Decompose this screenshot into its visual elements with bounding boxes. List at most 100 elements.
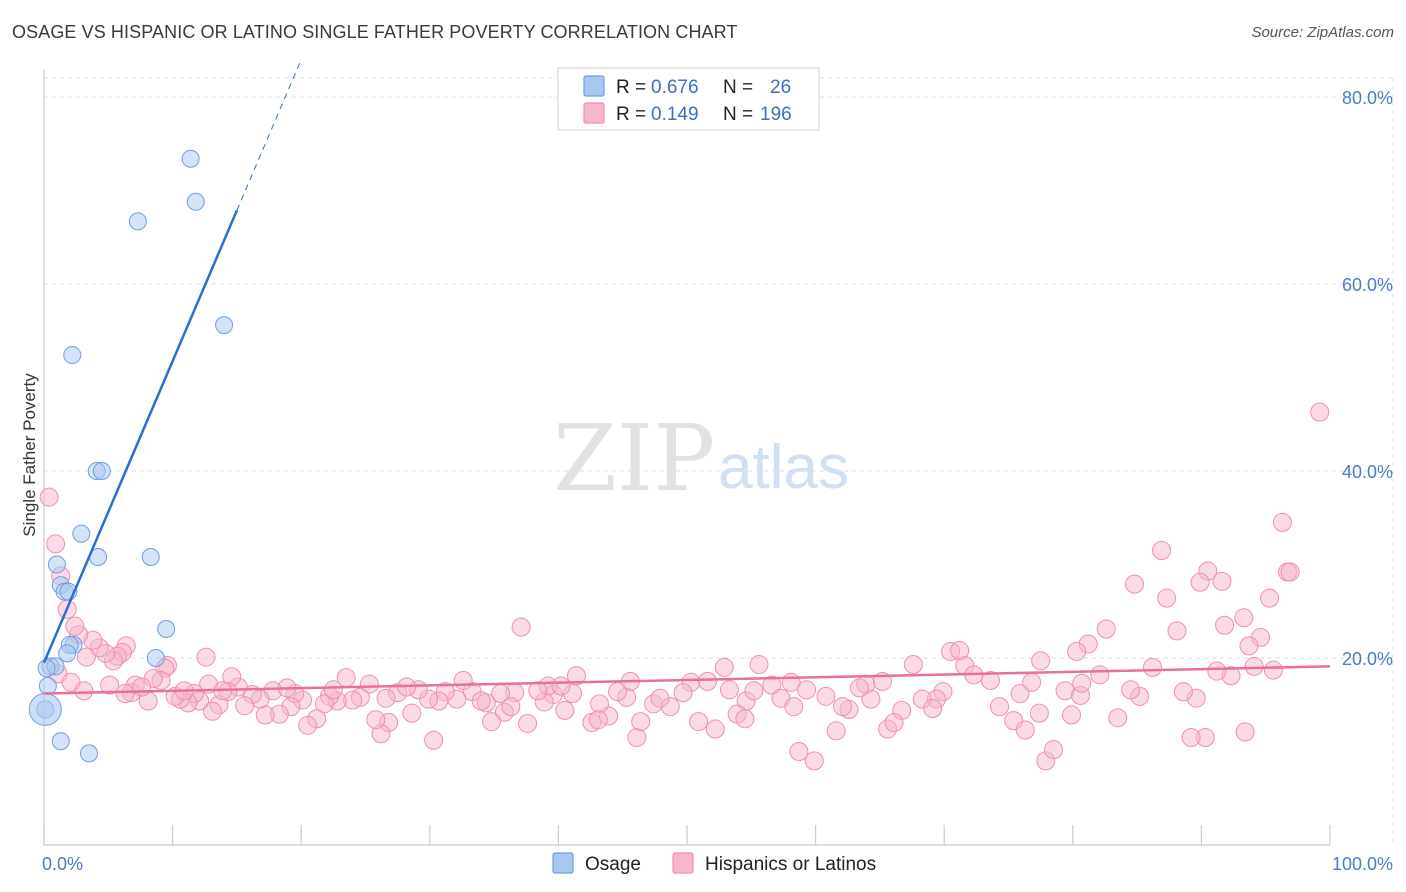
hispanic-point xyxy=(518,713,538,733)
legend-n-value-hisp: 196 xyxy=(760,104,792,125)
hispanic-point xyxy=(923,698,943,718)
osage-point xyxy=(38,677,57,696)
hispanic-point xyxy=(1263,660,1283,680)
hispanic-point xyxy=(1234,608,1254,628)
hispanic-point xyxy=(424,730,444,750)
hispanic-point xyxy=(762,675,782,695)
hispanic-point xyxy=(1067,641,1087,661)
hispanic-point xyxy=(884,713,904,733)
hispanic-point xyxy=(501,697,521,717)
hispanic-point xyxy=(566,666,586,686)
hispanic-point xyxy=(627,727,647,747)
hispanic-point xyxy=(903,655,923,675)
bottom-legend-label-hisp: Hispanics or Latinos xyxy=(705,854,876,875)
axes xyxy=(43,70,1331,846)
hispanic-point xyxy=(376,688,396,708)
hispanic-point xyxy=(1090,665,1110,685)
hispanic-points xyxy=(39,402,1330,771)
legend-swatch-osage xyxy=(583,75,605,97)
legend-r-label-hisp: R = xyxy=(616,104,646,125)
osage-point xyxy=(157,620,176,639)
osage-point xyxy=(63,346,82,365)
watermark-atlas: atlas xyxy=(718,433,849,502)
hispanic-point xyxy=(719,680,739,700)
y-tick-labels: 20.0% 40.0% 60.0% 80.0% xyxy=(1342,88,1393,669)
hispanic-point xyxy=(471,691,491,711)
osage-point-large xyxy=(28,692,62,726)
hispanic-point xyxy=(453,670,473,690)
hispanic-point xyxy=(46,534,66,554)
bottom-legend: Osage Hispanics or Latinos xyxy=(552,852,876,875)
osage-point xyxy=(128,212,147,231)
hispanic-point xyxy=(631,712,651,732)
osage-trend-line xyxy=(42,209,239,664)
hispanic-point xyxy=(1072,673,1092,693)
legend-r-label-osage: R = xyxy=(616,77,646,98)
osage-point xyxy=(80,744,99,763)
hispanic-point xyxy=(749,655,769,675)
hispanic-point xyxy=(196,647,216,667)
hispanic-point xyxy=(115,684,135,704)
hispanic-point xyxy=(1044,740,1064,760)
osage-point xyxy=(92,462,111,480)
hispanic-point xyxy=(1190,572,1210,592)
hispanic-point xyxy=(235,696,255,716)
hispanic-point xyxy=(1235,722,1255,742)
hispanic-point xyxy=(528,681,548,701)
hispanic-point xyxy=(789,742,809,761)
hispanic-point xyxy=(689,712,709,732)
hispanic-point xyxy=(74,681,94,701)
hispanic-point xyxy=(323,680,343,700)
hispanic-point xyxy=(1096,619,1116,639)
hispanic-point xyxy=(744,681,764,701)
hispanic-point xyxy=(1310,402,1330,422)
osage-point xyxy=(58,644,77,663)
hispanic-point xyxy=(1125,574,1145,594)
hispanic-point xyxy=(1143,657,1163,677)
hispanic-point xyxy=(482,712,502,732)
hispanic-point xyxy=(1167,621,1187,641)
x-tick-label: 0.0% xyxy=(42,854,83,874)
hispanic-point xyxy=(1215,615,1235,635)
legend: R = 0.676 N = 26 R = 0.149 N = 196 xyxy=(557,67,820,131)
y-tick-label: 60.0% xyxy=(1342,275,1393,295)
hispanic-point xyxy=(1015,720,1035,740)
bottom-legend-swatch-hisp xyxy=(672,852,694,874)
x-tick-label: 100.0% xyxy=(1332,854,1393,874)
hispanic-point xyxy=(511,617,531,637)
osage-point xyxy=(47,555,66,574)
osage-point xyxy=(215,316,234,335)
legend-r-value-hisp: 0.149 xyxy=(651,104,699,125)
hispanic-point xyxy=(314,694,334,714)
osage-point xyxy=(72,524,91,543)
hispanic-point xyxy=(849,678,869,698)
hispanic-point xyxy=(735,709,755,729)
hispanic-point xyxy=(705,719,725,739)
hispanic-point xyxy=(1244,656,1264,676)
hispanic-point xyxy=(255,705,275,725)
hispanic-point xyxy=(132,677,152,697)
watermark-zip: ZIP xyxy=(553,405,715,512)
legend-n-value-osage: 26 xyxy=(770,77,791,98)
hispanic-point xyxy=(1260,588,1280,608)
hispanic-point xyxy=(1181,727,1201,747)
osage-points xyxy=(28,149,234,763)
chart-title: OSAGE VS HISPANIC OR LATINO SINGLE FATHE… xyxy=(12,22,738,42)
hispanic-point xyxy=(1031,651,1051,671)
hispanic-point xyxy=(555,700,575,720)
source-label: Source: ZipAtlas.com xyxy=(1251,24,1394,41)
hispanic-point xyxy=(366,710,386,730)
legend-r-value-osage: 0.676 xyxy=(651,77,699,98)
bottom-legend-label-osage: Osage xyxy=(585,854,641,875)
y-tick-label: 80.0% xyxy=(1342,88,1393,108)
hispanic-point xyxy=(1207,661,1227,681)
hispanic-point xyxy=(202,701,222,721)
osage-point xyxy=(141,548,160,567)
hispanic-point xyxy=(784,697,804,717)
hispanic-point xyxy=(797,680,817,700)
hispanic-point xyxy=(588,710,608,730)
hispanic-point xyxy=(1239,636,1259,656)
osage-point xyxy=(37,659,56,678)
hispanic-point xyxy=(1062,705,1082,725)
